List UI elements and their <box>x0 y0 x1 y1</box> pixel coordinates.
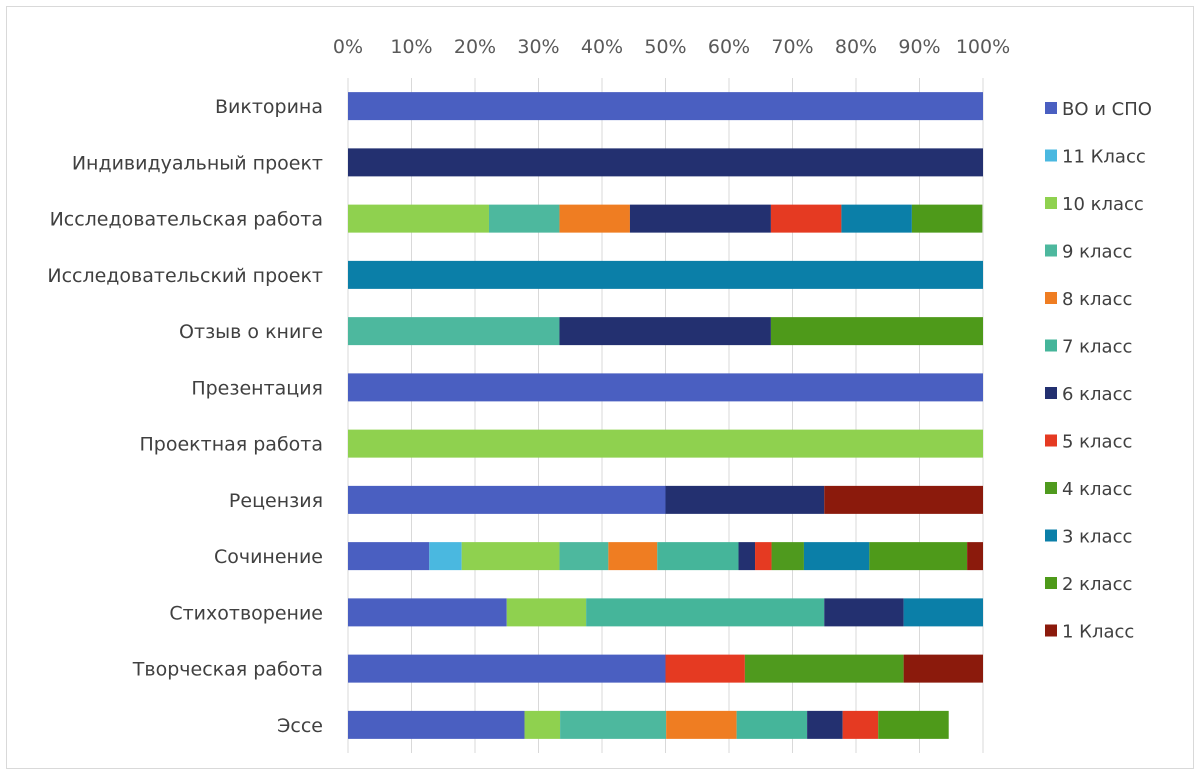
bar-segment <box>911 204 983 233</box>
legend-label: 5 класс <box>1062 432 1132 453</box>
x-tick-label: 10% <box>390 36 432 58</box>
bar-segment <box>824 485 983 514</box>
bar-segment <box>967 542 983 571</box>
bar-segment <box>665 654 745 683</box>
category-label: Индивидуальный проект <box>72 152 323 174</box>
bar-segment <box>348 654 666 683</box>
bar-segment <box>348 710 525 739</box>
legend-label: ВО и СПО <box>1062 99 1152 120</box>
x-tick-label: 70% <box>771 36 813 58</box>
category-label: Исследовательский проект <box>47 265 323 287</box>
legend-swatch <box>1045 482 1057 494</box>
category-label: Проектная работа <box>140 434 324 456</box>
x-tick-label: 50% <box>644 36 686 58</box>
legend-swatch <box>1045 577 1057 589</box>
bar-segment <box>736 710 808 739</box>
legend-label: 8 класс <box>1062 289 1132 310</box>
bar-segment <box>903 598 983 627</box>
legend-swatch <box>1045 102 1057 114</box>
x-tick-label: 90% <box>898 36 940 58</box>
legend-swatch <box>1045 387 1057 399</box>
legend-swatch <box>1045 529 1057 542</box>
category-label: Сочинение <box>214 546 323 568</box>
legend-swatch <box>1045 434 1057 447</box>
x-tick-label: 40% <box>581 36 623 58</box>
legend-swatch <box>1045 197 1057 209</box>
bar-segment <box>657 542 739 571</box>
bar-segment <box>559 542 609 571</box>
legend-label: 4 класс <box>1062 479 1132 500</box>
x-tick-label: 60% <box>708 36 750 58</box>
bar-segment <box>348 260 983 289</box>
bar-segment <box>771 542 804 571</box>
bar-segment <box>461 542 560 571</box>
category-label: Исследовательская работа <box>50 209 323 231</box>
legend-swatch <box>1045 292 1057 304</box>
bar-segment <box>348 92 983 121</box>
category-label: Викторина <box>215 96 323 118</box>
bar-segment <box>903 654 983 683</box>
legend-swatch <box>1045 624 1057 637</box>
x-tick-label: 100% <box>956 36 1010 58</box>
legend-label: 11 Класс <box>1062 147 1146 168</box>
x-tick-label: 80% <box>835 36 877 58</box>
bar-segment <box>770 317 983 346</box>
bar-segment <box>755 542 772 571</box>
bar-segment <box>348 429 983 458</box>
legend-swatch <box>1045 149 1057 162</box>
bar-segment <box>629 204 771 233</box>
x-tick-label: 30% <box>517 36 559 58</box>
bar-segment <box>608 542 658 571</box>
bar-segment <box>803 542 870 571</box>
bar-segment <box>348 542 430 571</box>
bar-segment <box>524 710 561 739</box>
legend-label: 3 класс <box>1062 527 1132 548</box>
legend-label: 1 Класс <box>1062 622 1134 643</box>
legend-label: 6 класс <box>1062 384 1132 405</box>
legend-label: 2 класс <box>1062 574 1132 595</box>
bar-segment <box>348 148 983 177</box>
bar-segment <box>559 204 630 233</box>
bar-segment <box>488 204 560 233</box>
bar-segment <box>560 710 667 739</box>
bar-segment <box>429 542 462 571</box>
bar-segment <box>666 710 737 739</box>
bar-segment <box>559 317 771 346</box>
bar-segment <box>841 204 912 233</box>
category-label: Эссе <box>277 715 323 737</box>
bar-segment <box>348 598 507 627</box>
bar-segment <box>348 317 560 346</box>
bar-segment <box>770 204 842 233</box>
bar-segment <box>878 710 949 739</box>
bar-segment <box>506 598 587 627</box>
bar-segment <box>665 485 825 514</box>
chart-frame <box>6 6 1194 769</box>
legend-swatch <box>1045 244 1057 257</box>
bar-segment <box>348 373 983 402</box>
x-tick-label: 20% <box>454 36 496 58</box>
category-label: Презентация <box>191 377 323 399</box>
bar-segment <box>348 204 489 233</box>
legend-label: 10 класс <box>1062 194 1144 215</box>
bar-segment <box>824 598 904 627</box>
category-label: Стихотворение <box>169 602 323 624</box>
bar-segment <box>807 710 843 739</box>
category-label: Отзыв о книге <box>179 321 323 343</box>
bar-segment <box>842 710 879 739</box>
legend-label: 7 класс <box>1062 337 1132 358</box>
bar-segment <box>738 542 756 571</box>
category-label: Творческая работа <box>132 659 323 681</box>
bar-segment <box>744 654 904 683</box>
bar-segment <box>869 542 968 571</box>
category-label: Рецензия <box>229 490 323 512</box>
legend-swatch <box>1045 339 1057 352</box>
legend-label: 9 класс <box>1062 242 1132 263</box>
bar-segment <box>586 598 825 627</box>
bar-segment <box>348 485 666 514</box>
x-tick-label: 0% <box>333 36 363 58</box>
